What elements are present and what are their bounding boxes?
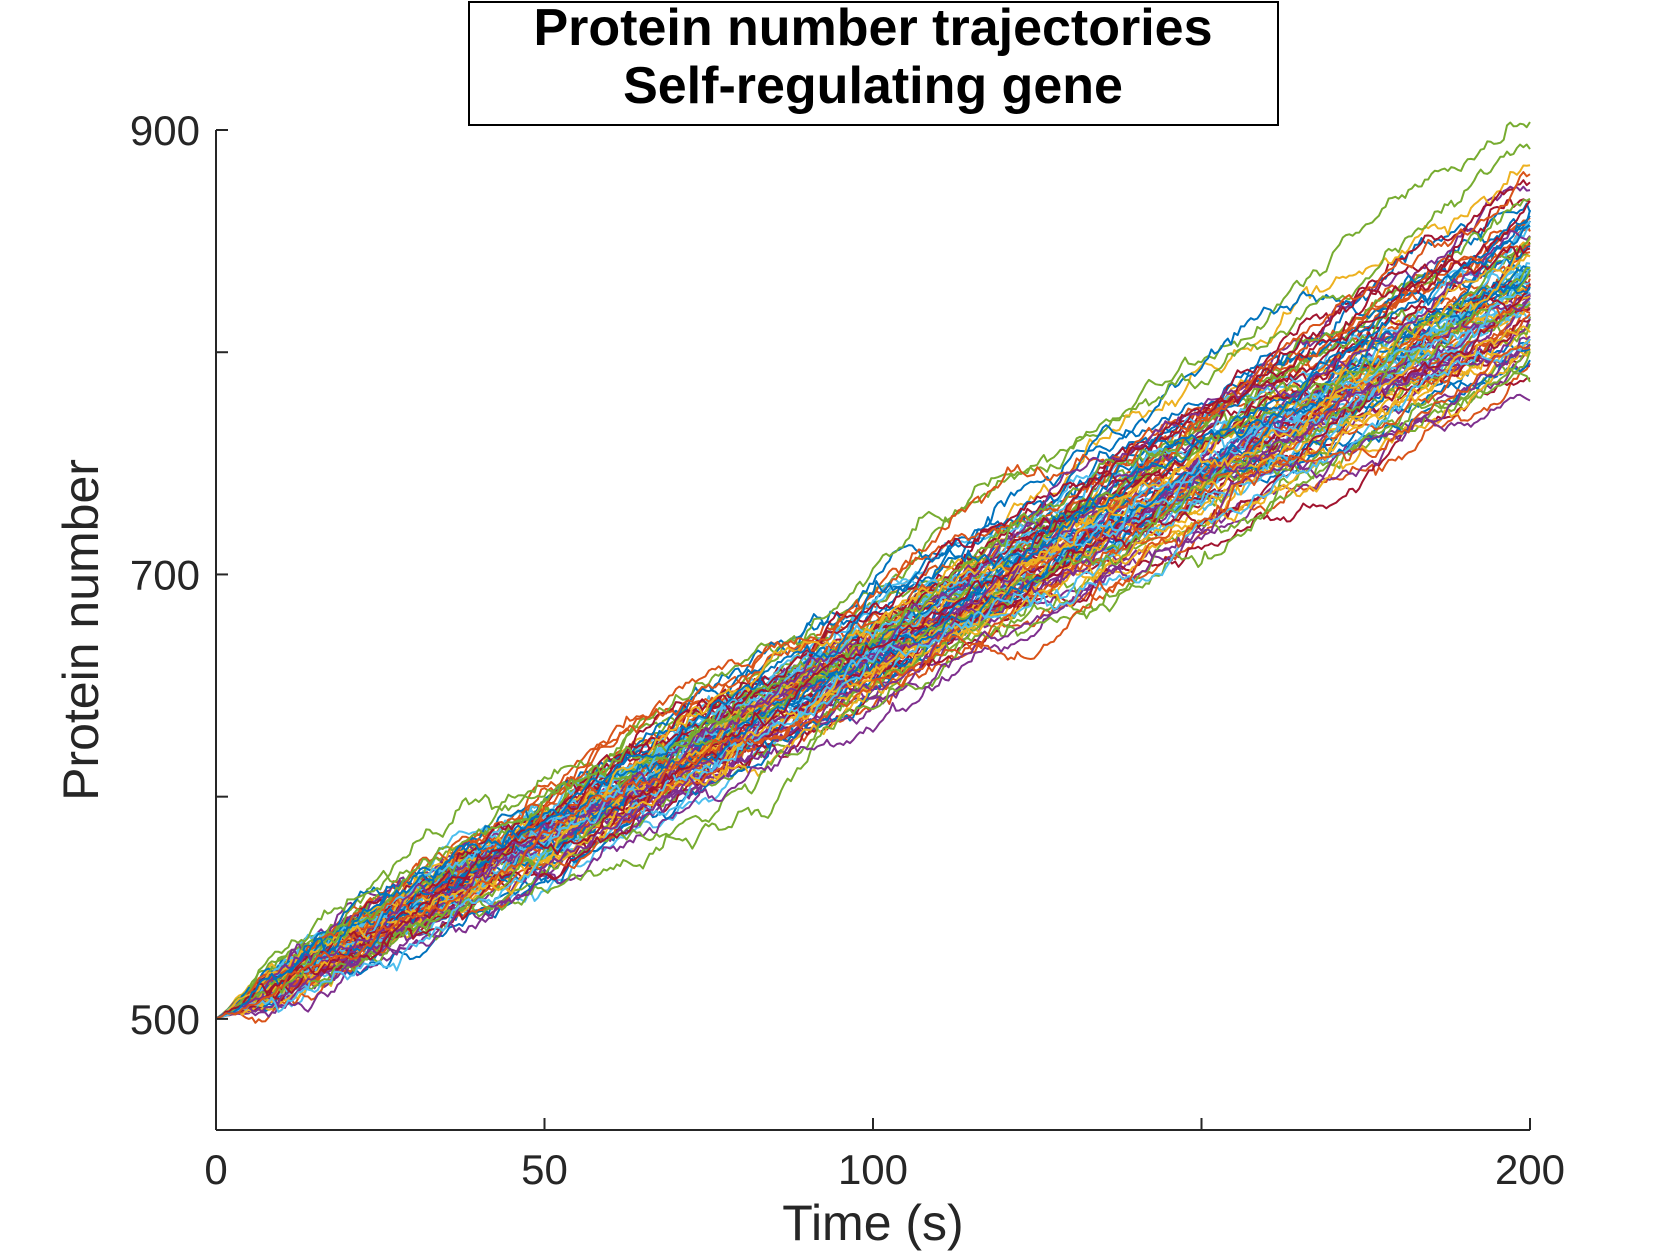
title-box xyxy=(468,1,1279,126)
trajectory-line xyxy=(215,179,1531,1020)
trajectory-series-group xyxy=(215,121,1531,1024)
x-tick-label: 200 xyxy=(1495,1146,1565,1193)
trajectory-line xyxy=(215,345,1531,1020)
trajectory-line xyxy=(215,269,1531,1020)
trajectory-line xyxy=(215,236,1531,1020)
trajectory-line xyxy=(215,338,1531,1020)
y-ticks: 500 700 900 xyxy=(130,107,228,1043)
x-tick-label: 0 xyxy=(204,1146,227,1193)
y-tick-label: 900 xyxy=(130,107,200,154)
trajectory-line xyxy=(215,197,1531,1020)
trajectory-line xyxy=(215,296,1531,1020)
trajectory-line xyxy=(215,230,1531,1020)
trajectory-line xyxy=(215,254,1531,1020)
x-axis-label: Time (s) xyxy=(782,1195,963,1251)
trajectory-line xyxy=(215,306,1531,1020)
x-ticks: 0 50 100 200 xyxy=(204,1118,1565,1193)
trajectory-line xyxy=(215,143,1531,1020)
chart-title-line-2: Self-regulating gene xyxy=(623,57,1123,115)
trajectory-line xyxy=(215,273,1531,1020)
y-axis-label: Protein number xyxy=(53,459,109,801)
y-tick-label: 700 xyxy=(130,551,200,598)
x-tick-label: 50 xyxy=(521,1146,568,1193)
x-tick-label: 100 xyxy=(838,1146,908,1193)
chart-title-line-1: Protein number trajectories xyxy=(533,0,1212,57)
y-tick-label: 500 xyxy=(130,996,200,1043)
trajectory-line xyxy=(215,224,1531,1020)
trajectory-line xyxy=(215,245,1531,1020)
